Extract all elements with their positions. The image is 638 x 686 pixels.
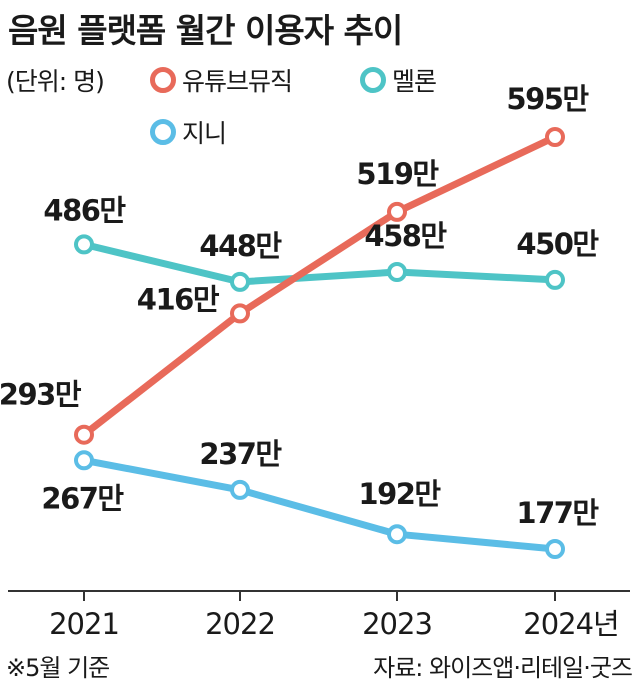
data-point-youtube-music — [74, 424, 94, 445]
data-label-youtube-music: 595만 — [506, 82, 589, 116]
series-line-melon — [80, 240, 559, 286]
source-note: 자료: 와이즈앱·리테일·굿즈 — [373, 654, 633, 682]
data-point-youtube-music — [230, 303, 250, 324]
data-point-youtube-music — [545, 127, 565, 147]
legend-marker-genie — [150, 119, 176, 145]
data-point-melon — [387, 262, 407, 282]
data-label-melon: 448만 — [199, 229, 282, 263]
legend-item-youtube-music: 유튜브뮤직 — [150, 62, 293, 98]
data-label-melon: 450만 — [516, 227, 599, 261]
data-label-melon: 458만 — [364, 219, 447, 253]
data-label-genie: 267만 — [41, 481, 124, 515]
data-point-genie — [387, 524, 407, 545]
legend-label-genie: 지니 — [182, 119, 227, 148]
data-label-youtube-music: 416만 — [137, 282, 220, 316]
legend-label-youtube-music: 유튜브뮤직 — [182, 67, 293, 96]
x-tick-label: 2023 — [362, 607, 432, 641]
series-line-youtube-music — [80, 133, 559, 439]
legend-item-melon: 멜론 — [360, 62, 437, 98]
footnote: ※5월 기준 — [6, 654, 110, 682]
data-point-melon — [230, 271, 250, 292]
data-label-youtube-music: 519만 — [356, 157, 439, 191]
unit-label: (단위: 명) — [6, 67, 105, 96]
data-point-melon — [74, 234, 94, 255]
x-tick-label: 2024년 — [523, 607, 618, 641]
x-tick-label: 2022 — [205, 607, 275, 641]
legend-label-melon: 멜론 — [392, 67, 437, 96]
legend-marker-melon — [360, 67, 386, 93]
data-point-youtube-music — [387, 201, 407, 222]
chart-title: 음원 플랫폼 월간 이용자 추이 — [8, 11, 403, 50]
legend-item-genie: 지니 — [150, 114, 227, 150]
data-label-melon: 486만 — [43, 193, 126, 227]
data-label-genie: 192만 — [358, 477, 441, 511]
data-label-genie: 177만 — [516, 496, 599, 530]
data-label-genie: 237만 — [199, 437, 282, 471]
legend-marker-youtube-music — [150, 67, 176, 93]
data-point-genie — [545, 539, 565, 559]
data-label-youtube-music: 293만 — [0, 378, 82, 412]
series-line-genie — [80, 456, 559, 553]
data-point-melon — [545, 269, 565, 290]
data-point-genie — [74, 450, 94, 471]
x-tick-label: 2021 — [49, 607, 119, 641]
data-point-genie — [230, 479, 250, 500]
